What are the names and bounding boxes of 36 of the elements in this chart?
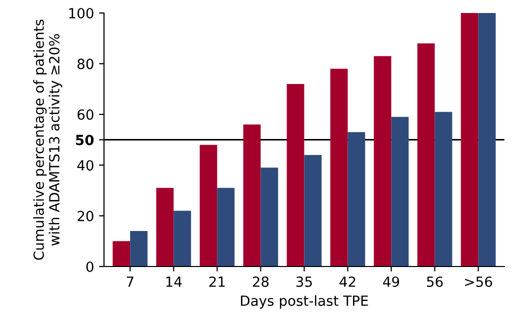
- x-tick-label: 14: [166, 276, 182, 287]
- y-tick-label: 100: [69, 8, 94, 18]
- bar: [417, 43, 435, 266]
- x-tick-label: 28: [252, 276, 269, 287]
- y-axis-title: Cumulative percentage of patients with ADAMTS13 activity ≥20%: [33, 20, 62, 260]
- x-tick-label: 21: [209, 276, 225, 287]
- y-tick-label: 40: [77, 160, 94, 171]
- bar: [243, 124, 261, 266]
- y-tick-label: 20: [78, 210, 94, 222]
- bar: [391, 116, 409, 266]
- x-tick-label: >56: [465, 276, 492, 287]
- bar: [286, 84, 304, 266]
- bar: [374, 56, 392, 266]
- x-tick-label: 7: [126, 276, 134, 287]
- x-tick-label: 49: [383, 276, 400, 287]
- bar: [130, 231, 148, 266]
- bar: [434, 112, 452, 266]
- x-axis-title: Days post-last TPE: [240, 295, 368, 309]
- bar: [478, 13, 496, 266]
- bar: [330, 68, 348, 266]
- bar: [348, 132, 366, 266]
- bar: [200, 144, 218, 266]
- bar: [112, 241, 130, 266]
- bar: [174, 210, 192, 266]
- y-tick-label: 50: [76, 134, 94, 146]
- bar: [156, 188, 174, 266]
- y-tick-label: 0: [86, 261, 94, 272]
- x-tick-label: 35: [296, 276, 312, 287]
- bar: [460, 13, 478, 266]
- x-tick-label: 42: [340, 276, 356, 287]
- bar: [217, 188, 235, 266]
- x-tick-label: 56: [427, 276, 443, 287]
- y-tick-label: 60: [78, 109, 94, 120]
- y-tick-label: 80: [78, 58, 94, 70]
- bar: [260, 168, 278, 266]
- bar: [304, 154, 322, 266]
